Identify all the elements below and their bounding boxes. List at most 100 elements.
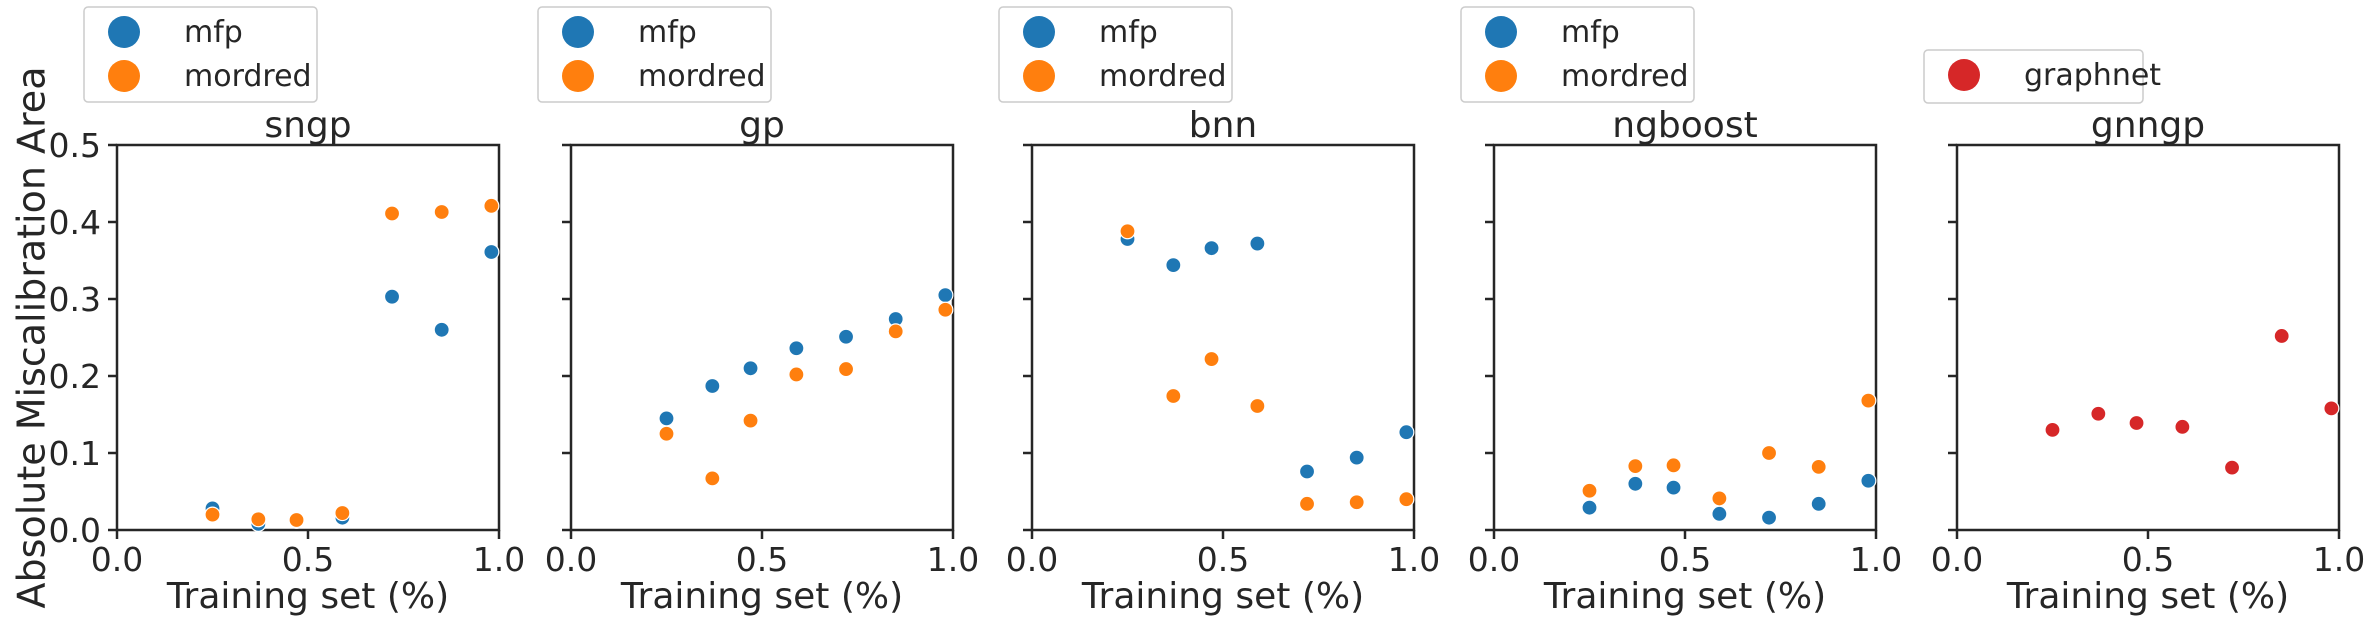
- subplot-gp: gp Training set (%) 0.0 0.5 1.0 mfp mordred: [537, 6, 979, 617]
- legend-marker-graphnet: [1948, 59, 1980, 91]
- data-point-mfp: [704, 377, 721, 395]
- data-point-mfp: [658, 410, 675, 427]
- legend: mfp mordred: [83, 6, 318, 103]
- plot-frame: [1030, 143, 1416, 532]
- data-point-mordred: [1398, 491, 1415, 508]
- data-point-mordred: [1119, 223, 1136, 240]
- data-point-mordred: [1165, 387, 1182, 405]
- data-point-mordred: [704, 470, 721, 487]
- y-tick-label: 0.0: [49, 511, 101, 550]
- y-tick-label: 0.3: [49, 280, 101, 319]
- data-point-mordred: [837, 360, 855, 378]
- legend-box: [1923, 49, 2144, 104]
- data-point-mordred: [1860, 392, 1877, 409]
- data-point-mfp: [837, 328, 855, 345]
- legend-marker-mfp: [108, 16, 140, 48]
- data-point-mordred: [1627, 457, 1644, 475]
- data-point-mfp: [1398, 424, 1415, 441]
- legend-label-mfp: mfp: [638, 15, 697, 50]
- data-point-mordred: [1203, 350, 1220, 368]
- y-tick-label: 0.2: [49, 357, 101, 396]
- data-point-mordred: [334, 504, 351, 522]
- legend-marker-mordred: [108, 60, 140, 92]
- data-point-graphnet: [2273, 327, 2290, 345]
- x-tick-label: 1.0: [473, 540, 525, 579]
- x-tick-label: 0.5: [1197, 540, 1249, 579]
- legend-label-mordred: mordred: [184, 59, 312, 94]
- x-tick-label: 0.5: [282, 540, 334, 579]
- data-point-graphnet: [2223, 459, 2241, 476]
- data-point-graphnet: [2090, 405, 2107, 422]
- x-tick-label: 0.5: [1659, 540, 1711, 579]
- legend-marker-mordred: [1023, 60, 1055, 92]
- subplot-sngp: sngp Training set (%) 0.0 0.5 1.0 0.0 0.1 0.2 0.…: [49, 6, 525, 617]
- legend-box: [1460, 6, 1695, 103]
- legend-label-mordred: mordred: [1561, 59, 1689, 94]
- data-point-mfp: [1760, 509, 1778, 526]
- data-point-mfp: [483, 243, 500, 261]
- legend-marker-mordred: [1485, 60, 1517, 92]
- data-point-mfp: [1165, 257, 1182, 274]
- data-point-mfp: [1627, 475, 1644, 492]
- x-tick-label: 0.0: [545, 540, 597, 579]
- legend-marker-mfp: [1485, 16, 1517, 48]
- legend-label-mfp: mfp: [1099, 15, 1158, 50]
- y-tick-label: 0.4: [49, 203, 101, 242]
- data-point-mfp: [433, 321, 450, 338]
- y-tick-label: 0.5: [49, 126, 101, 165]
- data-point-mordred: [1665, 457, 1682, 474]
- legend-marker-mfp: [562, 16, 594, 48]
- x-tick-label: 1.0: [927, 540, 979, 579]
- data-point-mfp: [1581, 499, 1598, 516]
- data-point-mfp: [1711, 505, 1728, 522]
- data-point-mordred: [250, 511, 267, 528]
- x-tick-label: 0.5: [736, 540, 788, 579]
- data-point-mordred: [1298, 495, 1316, 512]
- x-axis-label: Training set (%): [166, 576, 449, 617]
- x-tick-label: 0.0: [91, 540, 143, 579]
- x-axis-label: Training set (%): [2006, 576, 2289, 617]
- legend-box: [998, 6, 1233, 103]
- data-point-mordred: [1810, 458, 1827, 475]
- data-point-graphnet: [2323, 400, 2340, 417]
- legend-box: [537, 6, 772, 103]
- data-point-mfp: [1203, 240, 1220, 257]
- legend-label-mordred: mordred: [1099, 59, 1227, 94]
- x-tick-label: 1.0: [1850, 540, 1902, 579]
- subplot-title: ngboost: [1612, 105, 1757, 146]
- subplot-ngboost: ngboost Training set (%) 0.0 0.5 1.0 mfp mordr…: [1460, 6, 1902, 617]
- data-point-graphnet: [2044, 421, 2061, 438]
- data-point-mfp: [1298, 463, 1316, 480]
- subplot-bnn: bnn Training set (%) 0.0 0.5 1.0 mfp mordred: [998, 6, 1440, 617]
- data-point-mordred: [204, 506, 221, 523]
- data-point-mfp: [1665, 479, 1682, 496]
- data-point-mordred: [788, 366, 805, 383]
- x-tick-label: 0.0: [1006, 540, 1058, 579]
- data-point-mordred: [1581, 482, 1598, 499]
- legend-marker-mfp: [1023, 16, 1055, 48]
- legend-marker-mordred: [562, 60, 594, 92]
- subplot-gnngp: gnngp Training set (%) 0.0 0.5 1.0 graphnet: [1923, 49, 2365, 617]
- data-point-mfp: [937, 287, 954, 304]
- data-point-mfp: [1249, 235, 1266, 252]
- data-point-mordred: [1348, 494, 1365, 511]
- x-tick-label: 0.5: [2122, 540, 2174, 579]
- data-point-mfp: [383, 288, 401, 305]
- data-point-mordred: [1249, 397, 1266, 415]
- legend: mfp mordred: [998, 6, 1233, 103]
- x-tick-label: 1.0: [1388, 540, 1440, 579]
- data-point-mordred: [658, 425, 675, 442]
- data-point-mordred: [887, 323, 904, 340]
- data-point-graphnet: [2174, 418, 2191, 435]
- data-point-mfp: [788, 340, 805, 357]
- y-tick-label: 0.1: [49, 434, 101, 473]
- x-tick-label: 1.0: [2313, 540, 2365, 579]
- legend: mfp mordred: [537, 6, 772, 103]
- legend-label-mfp: mfp: [1561, 15, 1620, 50]
- legend-label-mordred: mordred: [638, 59, 766, 94]
- data-point-graphnet: [2128, 414, 2145, 432]
- legend-box: [83, 6, 318, 103]
- legend: graphnet: [1923, 49, 2161, 104]
- x-axis-label: Training set (%): [620, 576, 903, 617]
